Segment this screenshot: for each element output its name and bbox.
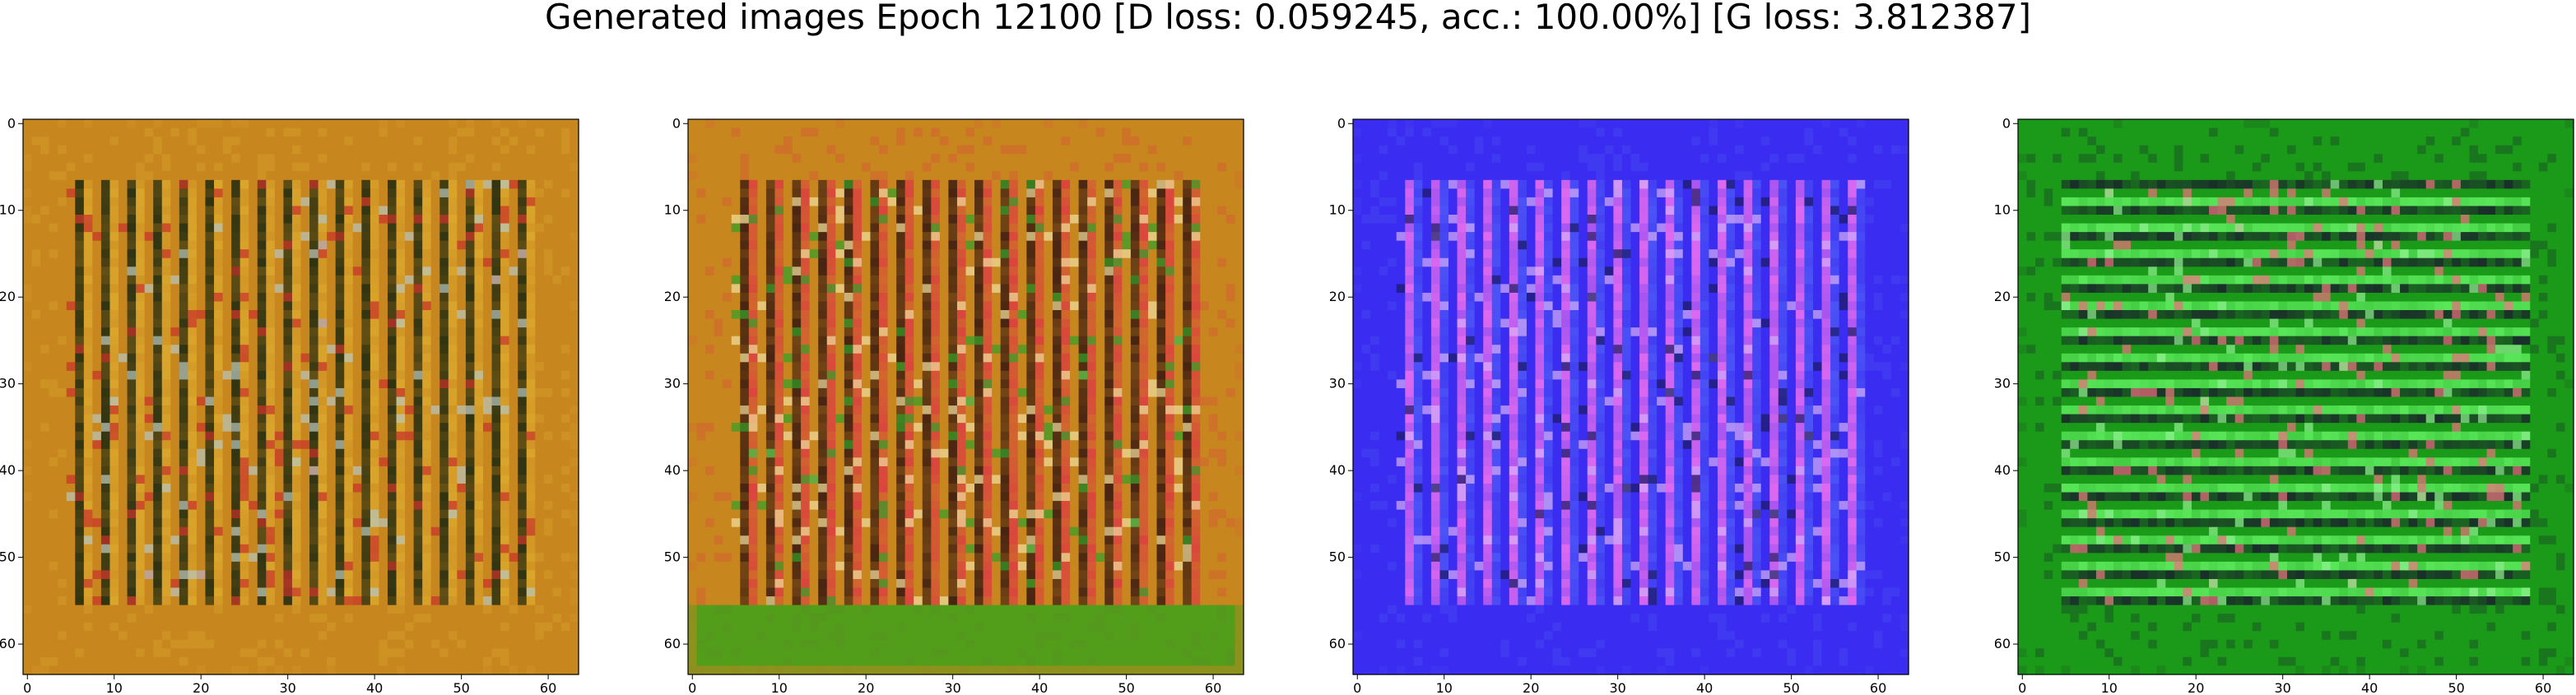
x-tick-label: 50 xyxy=(1118,680,1134,695)
x-tick-label: 20 xyxy=(193,680,209,695)
y-tick-label: 50 xyxy=(1995,549,2011,565)
y-tick-label: 30 xyxy=(0,376,16,392)
y-tick-label: 40 xyxy=(1995,462,2011,478)
figure-title: Generated images Epoch 12100 [D loss: 0.… xyxy=(544,0,2032,37)
image-panel-1: 0 10 20 30 40 50 60 0 10 20 30 40 50 60 xyxy=(0,115,650,695)
y-tick-label: 30 xyxy=(1995,376,2011,392)
y-tick-label: 50 xyxy=(1330,549,1346,565)
y-tick-label: 0 xyxy=(1337,115,1346,131)
y-tick-label: 30 xyxy=(665,376,681,392)
y-tick-label: 20 xyxy=(665,289,681,304)
image-axes-4: 0 10 20 30 40 50 60 0 10 20 30 40 50 60 xyxy=(1995,115,2574,695)
generated-image-2 xyxy=(688,119,1244,675)
x-tick-label: 30 xyxy=(2275,680,2291,695)
x-tick-label: 40 xyxy=(2361,680,2378,695)
axes-frame xyxy=(2017,118,2574,675)
image-axes-3: 0 10 20 30 40 50 60 0 10 20 30 40 50 60 xyxy=(1330,115,1909,695)
y-tick-label: 20 xyxy=(0,289,16,304)
x-tick-label: 40 xyxy=(366,680,383,695)
generated-image-4 xyxy=(2018,119,2574,675)
x-tick-label: 0 xyxy=(688,680,696,695)
x-tick-label: 0 xyxy=(2018,680,2026,695)
x-tick-label: 40 xyxy=(1031,680,1048,695)
image-panel-3: 0 10 20 30 40 50 60 0 10 20 30 40 50 60 xyxy=(1330,115,1980,695)
generated-image-1 xyxy=(23,119,579,675)
y-tick-label: 40 xyxy=(665,462,681,478)
y-tick-label: 30 xyxy=(1330,376,1346,392)
x-tick-label: 60 xyxy=(540,680,556,695)
x-tick-label: 20 xyxy=(1523,680,1539,695)
y-tick-label: 20 xyxy=(1995,289,2011,304)
y-tick-label: 10 xyxy=(1330,202,1346,218)
axes-frame xyxy=(687,118,1244,675)
y-tick-label: 10 xyxy=(665,202,681,218)
x-tick-label: 60 xyxy=(1205,680,1221,695)
x-tick-label: 30 xyxy=(280,680,296,695)
y-tick-label: 10 xyxy=(1995,202,2011,218)
x-tick-label: 10 xyxy=(1436,680,1453,695)
x-tick-label: 40 xyxy=(1696,680,1713,695)
y-tick-label: 0 xyxy=(7,115,16,131)
generated-image-3 xyxy=(1353,119,1909,675)
x-tick-label: 50 xyxy=(2448,680,2464,695)
x-tick-label: 30 xyxy=(1610,680,1626,695)
y-tick-label: 0 xyxy=(2002,115,2011,131)
y-tick-label: 50 xyxy=(665,549,681,565)
x-tick-label: 10 xyxy=(2101,680,2118,695)
y-tick-label: 60 xyxy=(665,636,681,651)
x-tick-label: 20 xyxy=(858,680,874,695)
x-tick-label: 50 xyxy=(1783,680,1799,695)
x-tick-label: 10 xyxy=(771,680,788,695)
image-panel-2: 0 10 20 30 40 50 60 0 10 20 30 40 50 60 xyxy=(665,115,1315,695)
y-tick-label: 10 xyxy=(0,202,16,218)
x-tick-label: 60 xyxy=(2535,680,2551,695)
axes-frame xyxy=(22,118,579,675)
image-panel-4: 0 10 20 30 40 50 60 0 10 20 30 40 50 60 xyxy=(1995,115,2576,695)
image-axes-1: 0 10 20 30 40 50 60 0 10 20 30 40 50 60 xyxy=(0,115,579,695)
x-tick-label: 10 xyxy=(106,680,123,695)
y-tick-label: 60 xyxy=(1995,636,2011,651)
y-tick-label: 20 xyxy=(1330,289,1346,304)
x-tick-label: 60 xyxy=(1870,680,1886,695)
image-axes-2: 0 10 20 30 40 50 60 0 10 20 30 40 50 60 xyxy=(665,115,1244,695)
x-tick-label: 30 xyxy=(945,680,961,695)
y-tick-label: 40 xyxy=(1330,462,1346,478)
y-tick-label: 50 xyxy=(0,549,16,565)
y-tick-label: 0 xyxy=(672,115,681,131)
x-tick-label: 50 xyxy=(453,680,469,695)
x-tick-label: 20 xyxy=(2188,680,2204,695)
y-tick-label: 40 xyxy=(0,462,16,478)
y-tick-label: 60 xyxy=(0,636,16,651)
axes-frame xyxy=(1352,118,1909,675)
y-tick-label: 60 xyxy=(1330,636,1346,651)
x-tick-label: 0 xyxy=(23,680,31,695)
x-tick-label: 0 xyxy=(1353,680,1361,695)
